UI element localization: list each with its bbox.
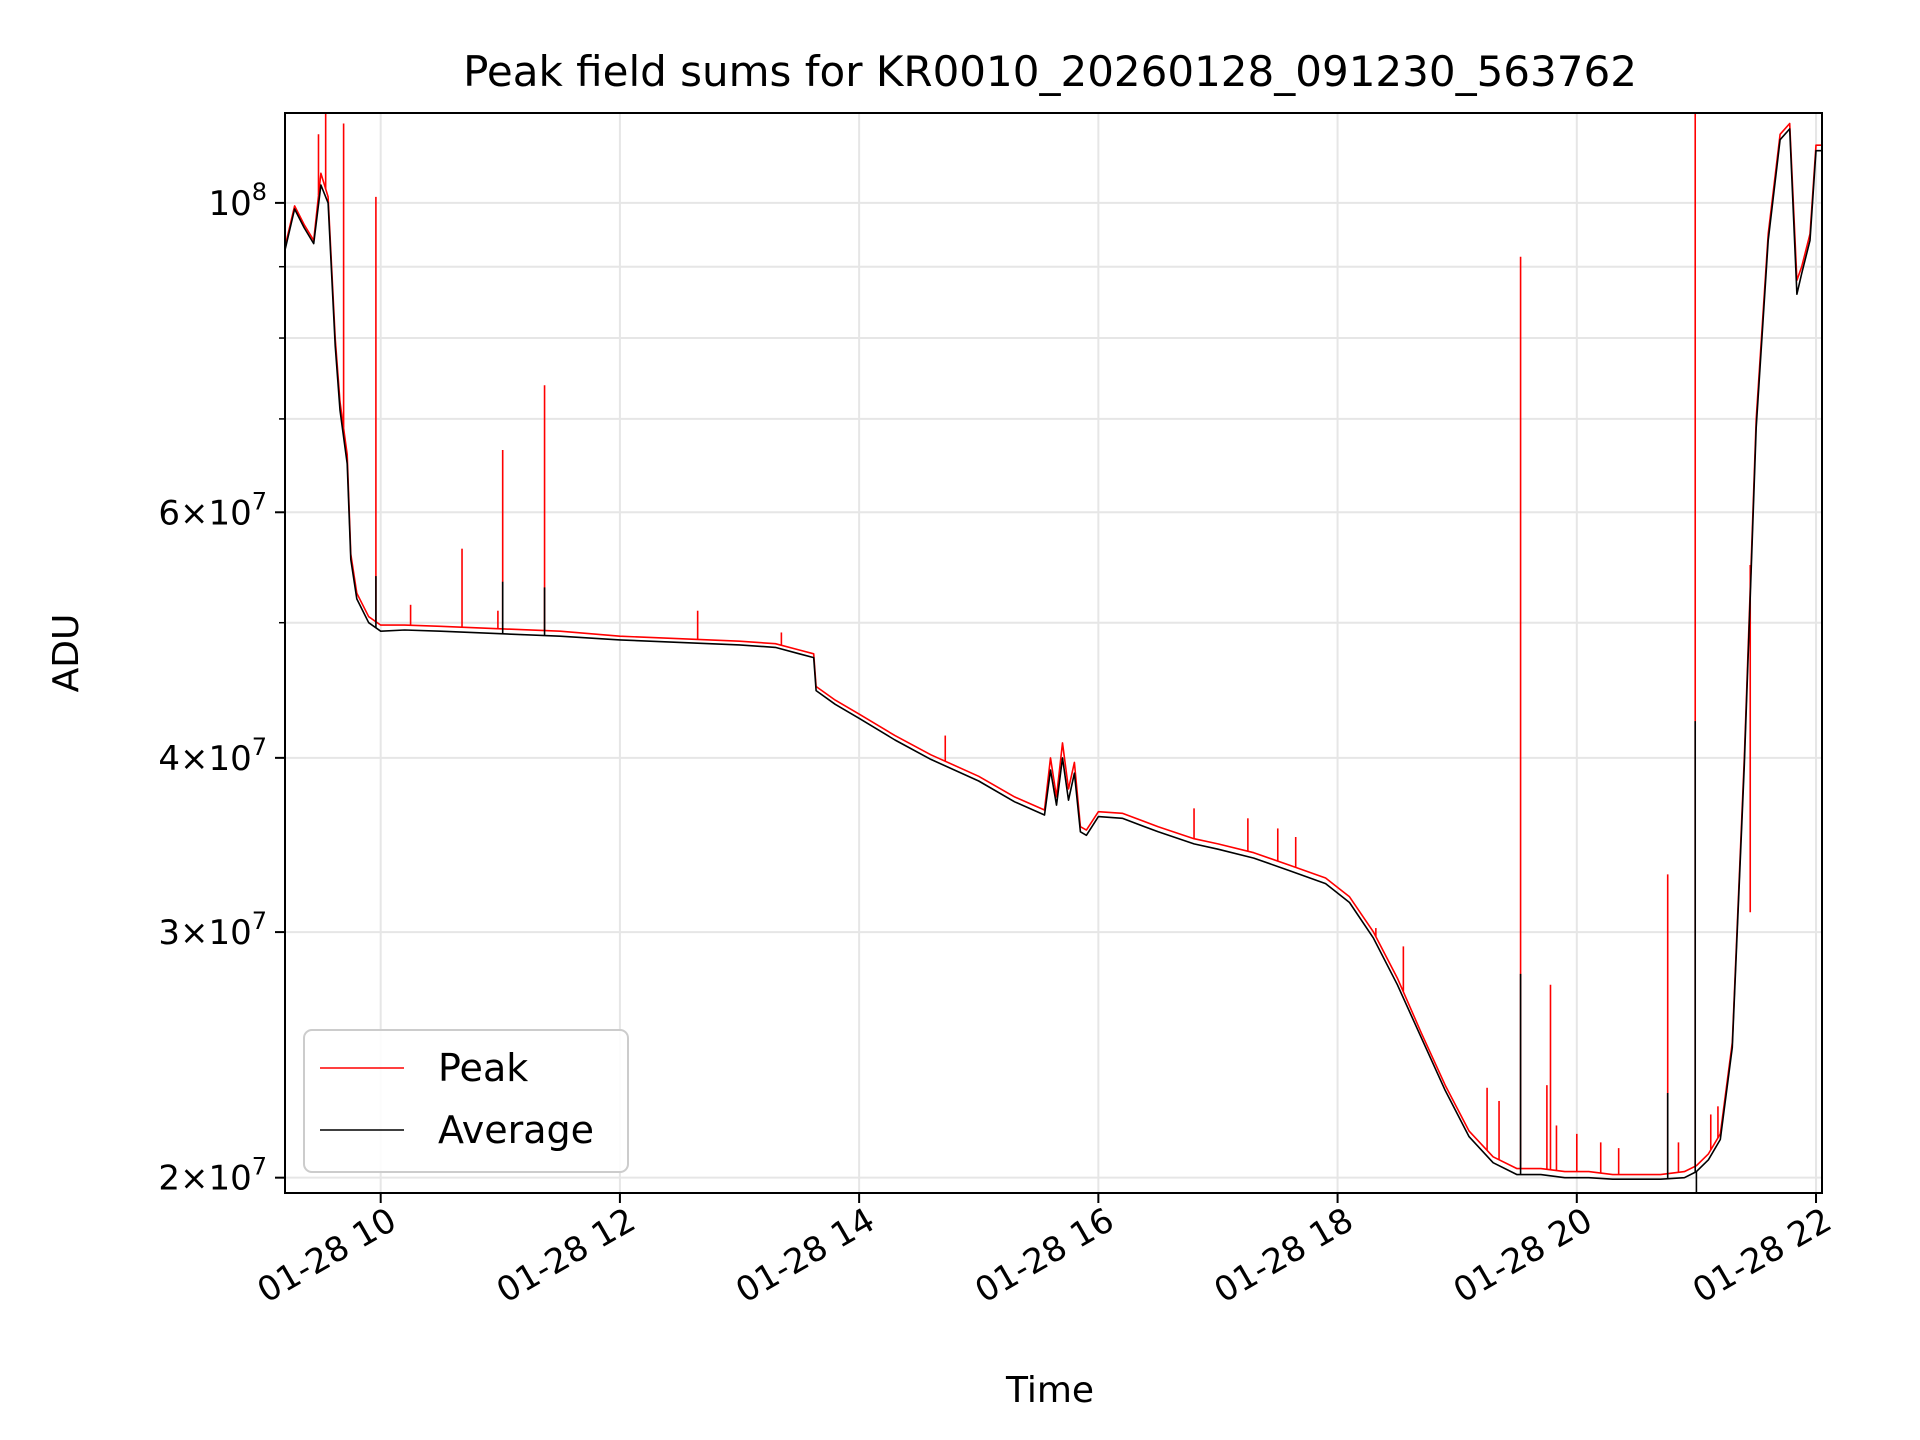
y-tick-exponent: 7 — [252, 487, 267, 515]
y-tick-base: 10 — [208, 493, 251, 533]
y-tick-base: 10 — [208, 1159, 251, 1199]
y-tick-times: × — [180, 739, 209, 779]
y-tick-exponent: 7 — [252, 1153, 267, 1181]
y-tick-times: × — [180, 1159, 209, 1199]
y-tick-label: 6×107 — [158, 487, 267, 533]
y-tick-times: × — [180, 913, 209, 953]
y-tick-label: 3×107 — [158, 907, 267, 953]
y-tick-exponent: 7 — [252, 907, 267, 935]
plot-frame — [284, 112, 1823, 1194]
legend[interactable]: Peak Average — [303, 1029, 629, 1173]
y-tick-label: 2×107 — [158, 1153, 267, 1199]
legend-box — [303, 1029, 629, 1173]
legend-peak-label: Peak — [438, 1046, 528, 1090]
series-average-line — [285, 128, 1822, 1180]
y-tick-base: 10 — [208, 913, 251, 953]
chart-title: Peak field sums for KR0010_20260128_0912… — [463, 47, 1637, 96]
y-tick-exponent: 7 — [252, 733, 267, 761]
y-tick-exponent: 8 — [252, 178, 267, 206]
grid-lines — [285, 113, 1822, 1193]
y-tick-times: × — [180, 493, 209, 533]
y-axis-label: ADU — [46, 614, 87, 693]
x-axis-label: Time — [1005, 1370, 1094, 1411]
y-tick-base: 10 — [208, 184, 251, 224]
y-tick-label: 4×107 — [158, 733, 267, 779]
series-peak-line — [285, 122, 1822, 1176]
series-layer — [285, 113, 1822, 1193]
y-tick-mantissa: 3 — [158, 913, 180, 953]
y-tick-label: 108 — [208, 178, 267, 224]
y-tick-mantissa: 4 — [158, 739, 180, 779]
y-tick-mantissa: 6 — [158, 493, 180, 533]
y-tick-mantissa: 2 — [158, 1159, 180, 1199]
legend-average-label: Average — [438, 1108, 594, 1152]
y-tick-base: 10 — [208, 739, 251, 779]
